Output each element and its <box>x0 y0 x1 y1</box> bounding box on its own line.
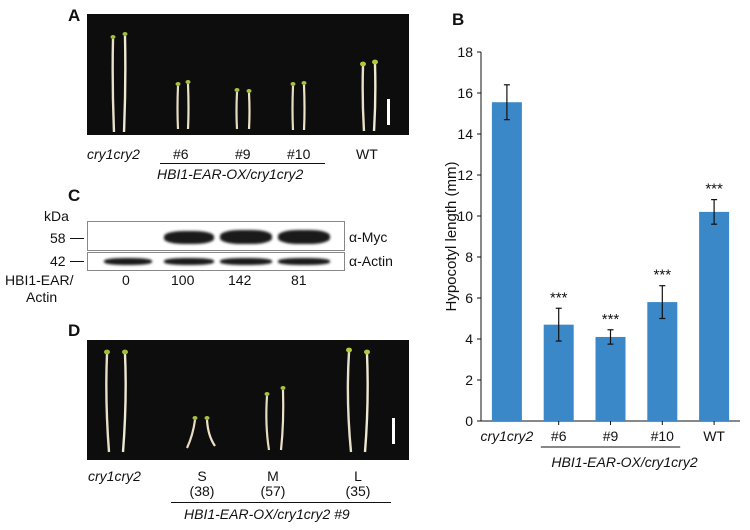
actin-band-4 <box>278 258 330 265</box>
actin-band-2 <box>164 258 214 265</box>
myc-band-10 <box>278 230 330 244</box>
myc-antibody-label: α-Myc <box>349 229 388 245</box>
seedlings-d-image <box>104 347 395 453</box>
hypocotyl-bar-chart: 0 2 4 6 8 10 12 14 16 18 Hypocotyl length (mm) cry1… <box>440 30 745 525</box>
marker-42-tick <box>70 261 84 262</box>
panel-a-letter: A <box>68 6 81 25</box>
panel-d-group-label: HBI1-EAR-OX/cry1cry2 #9 <box>184 506 350 522</box>
actin-band-1 <box>104 258 152 265</box>
y-tick-label-6: 6 <box>465 290 473 306</box>
myc-blot <box>87 221 345 251</box>
significance-4: *** <box>705 181 723 198</box>
bar-4 <box>699 211 730 421</box>
significance-3: *** <box>654 267 672 284</box>
x-tick-label-4: WT <box>703 428 725 444</box>
panel-d-count-s: (38) <box>189 483 215 499</box>
panel-d-group-line <box>171 502 391 503</box>
significance-2: *** <box>602 311 620 328</box>
marker-58-tick <box>70 238 84 239</box>
y-tick-label-2: 2 <box>465 372 473 388</box>
ratio-label-line1: HBI1-EAR/ <box>5 272 74 288</box>
y-tick-label-12: 12 <box>457 167 473 183</box>
y-tick-label-8: 8 <box>465 249 473 265</box>
y-tick-label-18: 18 <box>457 44 473 60</box>
kda-label: kDa <box>44 208 69 224</box>
seedlings-a-image <box>110 32 390 133</box>
x-group-label: HBI1-EAR-OX/cry1cry2 <box>551 454 697 470</box>
x-tick-label-0: cry1cry2 <box>480 428 533 444</box>
panel-a-label-wt: WT <box>356 146 378 162</box>
ratio-label-line2: Actin <box>26 289 58 305</box>
panel-d-class-m: M <box>267 468 279 484</box>
actin-band-3 <box>220 258 272 265</box>
y-tick-label-14: 14 <box>457 126 473 142</box>
panel-a-label-9: #9 <box>235 146 251 162</box>
panel-d-count-l: (35) <box>345 483 371 499</box>
panel-a-seedling-photo <box>87 14 409 135</box>
y-tick-label-10: 10 <box>457 208 473 224</box>
ratio-value-81: 81 <box>291 272 307 288</box>
panel-d-letter: D <box>68 321 81 340</box>
ratio-value-0: 0 <box>122 272 130 288</box>
panel-a-label-6: #6 <box>173 146 189 162</box>
x-tick-label-2: #9 <box>603 428 619 444</box>
panel-d-class-l: L <box>354 468 362 484</box>
y-axis-label: Hypocotyl length (mm) <box>443 161 460 311</box>
y-tick-label-4: 4 <box>465 331 473 347</box>
panel-d-label-cry1cry2: cry1cry2 <box>88 468 141 484</box>
marker-58-label: 58 <box>50 230 66 246</box>
panel-d-count-m: (57) <box>260 483 286 499</box>
panel-a-group-line <box>160 163 325 164</box>
panel-d-seedling-photo <box>87 340 409 460</box>
myc-band-9 <box>220 230 272 244</box>
panel-a-group-label: HBI1-EAR-OX/cry1cry2 <box>157 166 304 182</box>
panel-d-class-s: S <box>197 468 207 484</box>
panel-a-label-10: #10 <box>287 146 311 162</box>
bar-2 <box>595 336 626 421</box>
bar-0 <box>491 102 522 421</box>
y-tick-label-16: 16 <box>457 85 473 101</box>
actin-antibody-label: α-Actin <box>349 253 393 269</box>
myc-band-6 <box>164 231 214 244</box>
x-tick-label-1: #6 <box>551 428 567 444</box>
y-tick-label-0: 0 <box>465 413 473 429</box>
panel-a-label-cry1cry2: cry1cry2 <box>87 146 140 162</box>
panel-c-letter: C <box>68 186 81 205</box>
bar-3 <box>647 302 678 421</box>
marker-42-label: 42 <box>50 253 66 269</box>
actin-blot <box>87 252 345 271</box>
ratio-value-100: 100 <box>171 272 195 288</box>
significance-1: *** <box>550 289 568 306</box>
panel-b-letter: B <box>452 10 465 29</box>
chart-svg: 0 2 4 6 8 10 12 14 16 18 Hypocotyl length (mm) cry1… <box>443 44 740 470</box>
x-tick-label-3: #10 <box>651 428 675 444</box>
ratio-value-142: 142 <box>228 272 252 288</box>
